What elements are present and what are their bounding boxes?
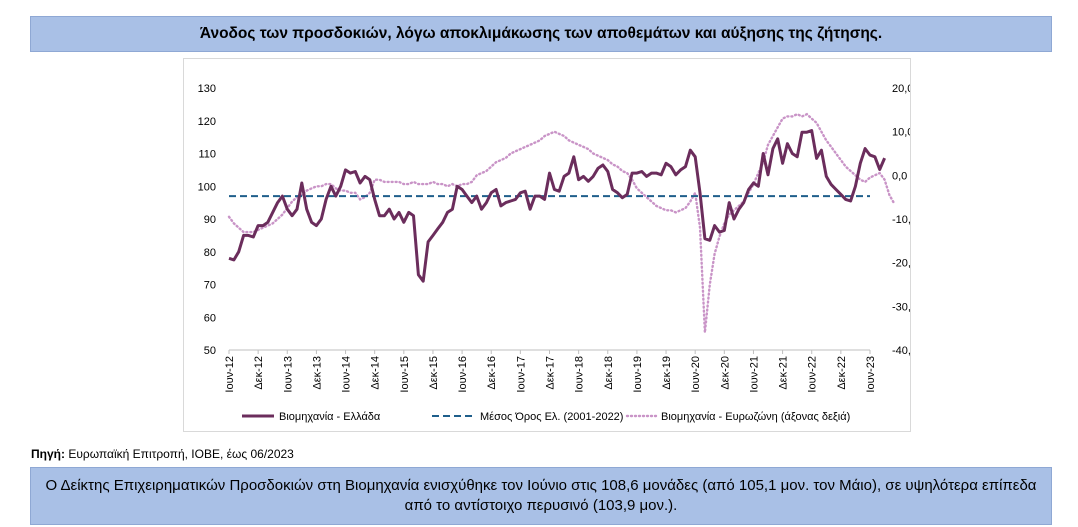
source-text: Ευρωπαϊκή Επιτροπή, ΙΟΒΕ, έως 06/2023 bbox=[68, 447, 294, 461]
x-tick-label: Δεκ-15 bbox=[428, 356, 440, 390]
x-tick-label: Ιουν-18 bbox=[574, 356, 586, 393]
x-tick-label: Ιουν-19 bbox=[632, 356, 644, 393]
x-tick-label: Δεκ-13 bbox=[311, 356, 323, 390]
y-left-tick-label: 90 bbox=[204, 214, 216, 226]
y-right-tick-label: 10,0 bbox=[892, 127, 910, 139]
y-right-tick-label: -40,0 bbox=[892, 345, 910, 357]
series-eurozone-line bbox=[227, 112, 896, 333]
x-tick-label: Ιουν-21 bbox=[748, 356, 760, 393]
y-left-tick-label: 110 bbox=[198, 149, 216, 161]
y-left-tick-label: 60 bbox=[204, 312, 216, 324]
y-right-tick-label: -10,0 bbox=[892, 214, 910, 226]
legend-greece-label: Βιομηχανία - Ελλάδα bbox=[279, 411, 381, 423]
x-tick-label: Δεκ-14 bbox=[370, 356, 382, 390]
legend-mean-label: Μέσος Όρος Ελ. (2001-2022) bbox=[480, 411, 623, 423]
x-tick-label: Δεκ-12 bbox=[253, 356, 265, 390]
x-tick-label: Ιουν-14 bbox=[341, 356, 353, 393]
y-right-tick-label: 20,0 bbox=[892, 83, 910, 95]
y-right-tick-label: 0,0 bbox=[892, 170, 907, 182]
series-greece-line bbox=[228, 129, 886, 283]
x-tick-label: Ιουν-16 bbox=[457, 356, 469, 393]
chart-title: Άνοδος των προσδοκιών, λόγω αποκλιμάκωση… bbox=[30, 16, 1052, 52]
source-label: Πηγή: bbox=[31, 447, 65, 461]
y-left-tick-label: 50 bbox=[204, 345, 216, 357]
x-tick-label: Ιουν-17 bbox=[515, 356, 527, 393]
y-left-tick-label: 120 bbox=[198, 116, 216, 128]
x-tick-label: Δεκ-18 bbox=[603, 356, 615, 390]
line-chart: 130 120 110 100 90 80 70 60 50 20,0 10,0 0,0 -10,0 -2… bbox=[198, 83, 910, 423]
x-tick-label: Ιουν-13 bbox=[282, 356, 294, 393]
x-tick-label: Δεκ-16 bbox=[486, 356, 498, 390]
y-left-tick-label: 70 bbox=[204, 280, 216, 292]
x-tick-label: Δεκ-22 bbox=[836, 356, 848, 390]
y-left-tick-label: 130 bbox=[198, 83, 216, 95]
x-tick-label: Δεκ-17 bbox=[545, 356, 557, 390]
chart-area: 130 120 110 100 90 80 70 60 50 20,0 10,0 0,0 -10,0 -2… bbox=[183, 58, 911, 432]
x-tick-label: Ιουν-20 bbox=[690, 356, 702, 393]
y-right-tick-label: -30,0 bbox=[892, 301, 910, 313]
y-left-tick-label: 100 bbox=[198, 181, 216, 193]
x-tick-label: Ιουν-23 bbox=[865, 356, 877, 393]
x-tick-label: Ιουν-12 bbox=[224, 356, 236, 393]
x-tick-label: Δεκ-19 bbox=[661, 356, 673, 390]
source-note: Πηγή: Ευρωπαϊκή Επιτροπή, ΙΟΒΕ, έως 06/2… bbox=[31, 447, 294, 461]
legend-eurozone-label: Βιομηχανία - Ευρωζώνη (άξονας δεξιά) bbox=[661, 411, 850, 423]
x-tick-label: Ιουν-22 bbox=[807, 356, 819, 393]
y-left-tick-label: 80 bbox=[204, 247, 216, 259]
x-tick-label: Ιουν-15 bbox=[399, 356, 411, 393]
x-tick-label: Δεκ-21 bbox=[778, 356, 790, 390]
x-tick-label: Δεκ-20 bbox=[719, 356, 731, 390]
summary-text: Ο Δείκτης Επιχειρηματικών Προσδοκιών στη… bbox=[30, 467, 1052, 525]
y-right-tick-label: -20,0 bbox=[892, 258, 910, 270]
